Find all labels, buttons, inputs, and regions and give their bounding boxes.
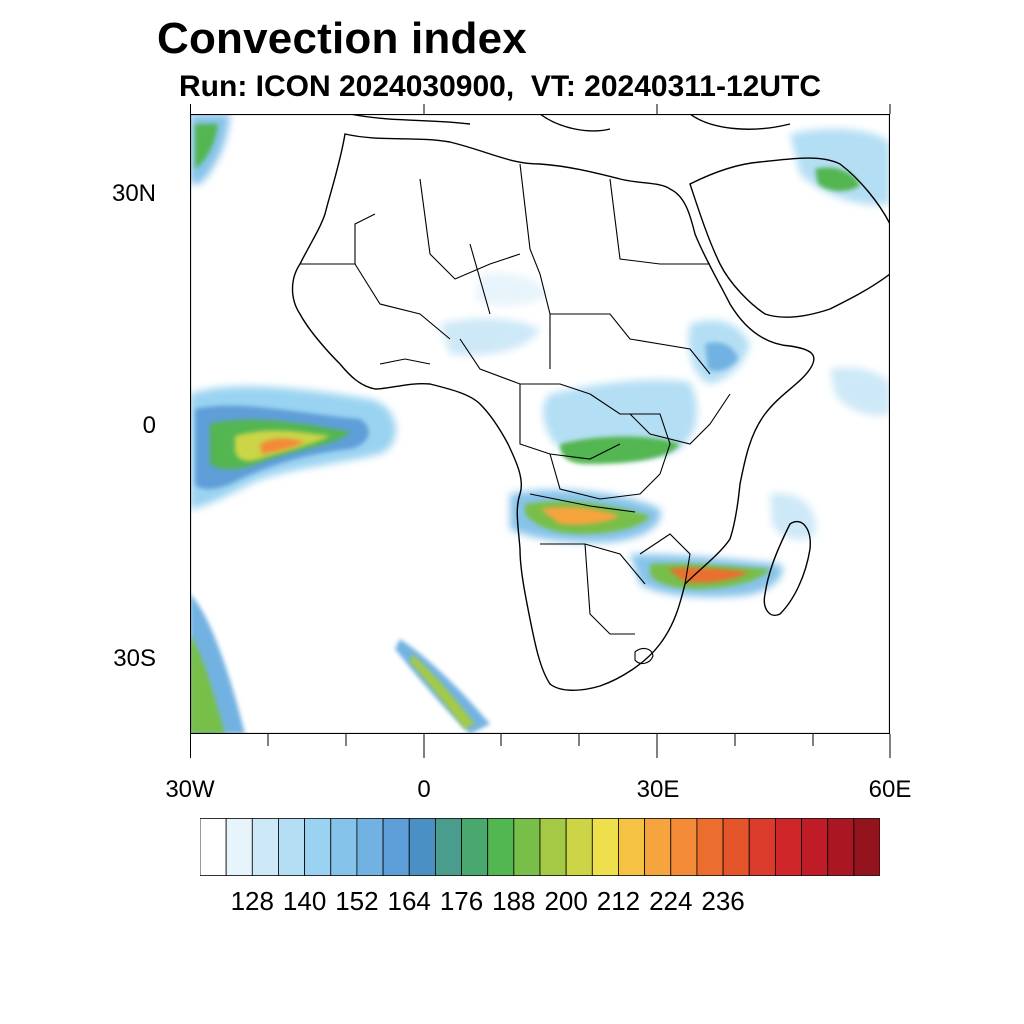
colorbar-box bbox=[827, 818, 855, 876]
colorbar-box bbox=[853, 818, 880, 876]
lon-ticks bbox=[190, 734, 891, 758]
colorbar-label: 164 bbox=[387, 886, 431, 916]
lon-label-30e: 30E bbox=[636, 776, 680, 803]
colorbar-box bbox=[565, 818, 593, 876]
colorbar-box bbox=[748, 818, 776, 876]
colorbar-box bbox=[200, 818, 227, 876]
colorbar-box bbox=[801, 818, 829, 876]
colorbar-label: 200 bbox=[544, 886, 588, 916]
colorbar-box bbox=[330, 818, 358, 876]
colorbar-box bbox=[591, 818, 619, 876]
colorbar-box bbox=[487, 818, 515, 876]
colorbar-label: 152 bbox=[335, 886, 379, 916]
map-border bbox=[190, 114, 890, 734]
colorbar-box bbox=[618, 818, 646, 876]
colorbar-box bbox=[408, 818, 436, 876]
colorbar-box bbox=[225, 818, 253, 876]
colorbar-box bbox=[461, 818, 489, 876]
colorbar-box bbox=[670, 818, 698, 876]
lat-label-30n: 30N bbox=[111, 180, 156, 207]
country-borders bbox=[300, 163, 731, 635]
colorbar-label: 212 bbox=[596, 886, 641, 916]
colorbar-box bbox=[722, 818, 750, 876]
colorbar-box bbox=[304, 818, 332, 876]
colorbar-box bbox=[774, 818, 802, 876]
lon-label-60e: 60E bbox=[868, 776, 912, 803]
colorbar-box bbox=[513, 818, 541, 876]
colorbar bbox=[200, 818, 880, 876]
convection-field bbox=[190, 114, 890, 734]
colorbar-label: 176 bbox=[439, 886, 484, 916]
colorbar-box bbox=[696, 818, 724, 876]
colorbar-label: 188 bbox=[492, 886, 536, 916]
colorbar-box bbox=[356, 818, 384, 876]
coastlines bbox=[291, 114, 890, 691]
colorbar-label: 236 bbox=[701, 886, 745, 916]
colorbar-box bbox=[434, 818, 462, 876]
colorbar-box bbox=[382, 818, 410, 876]
arabia-coast bbox=[689, 157, 890, 318]
lesotho-border bbox=[634, 647, 654, 665]
lon-label-0: 0 bbox=[417, 776, 431, 803]
map-plot bbox=[190, 114, 890, 734]
lon-label-30w: 30W bbox=[165, 776, 215, 803]
colorbar-box bbox=[539, 818, 567, 876]
colorbar-label: 224 bbox=[649, 886, 693, 916]
madagascar-coast bbox=[763, 521, 811, 616]
colorbar-box bbox=[644, 818, 672, 876]
lat-label-0: 0 bbox=[142, 412, 156, 439]
colorbar-box bbox=[251, 818, 279, 876]
colorbar-box bbox=[278, 818, 306, 876]
lat-label-30s: 30S bbox=[113, 645, 156, 672]
colorbar-label: 140 bbox=[282, 886, 327, 916]
top-ticks bbox=[190, 104, 891, 114]
mediterranean-north bbox=[349, 114, 791, 132]
colorbar-label: 128 bbox=[230, 886, 274, 916]
africa-coast bbox=[291, 133, 815, 691]
chart-subtitle: Run: ICON 2024030900, VT: 20240311-12UTC bbox=[179, 70, 821, 103]
chart-title: Convection index bbox=[157, 14, 527, 63]
